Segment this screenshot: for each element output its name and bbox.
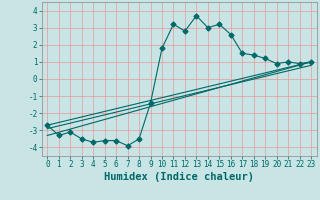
X-axis label: Humidex (Indice chaleur): Humidex (Indice chaleur) [104, 172, 254, 182]
